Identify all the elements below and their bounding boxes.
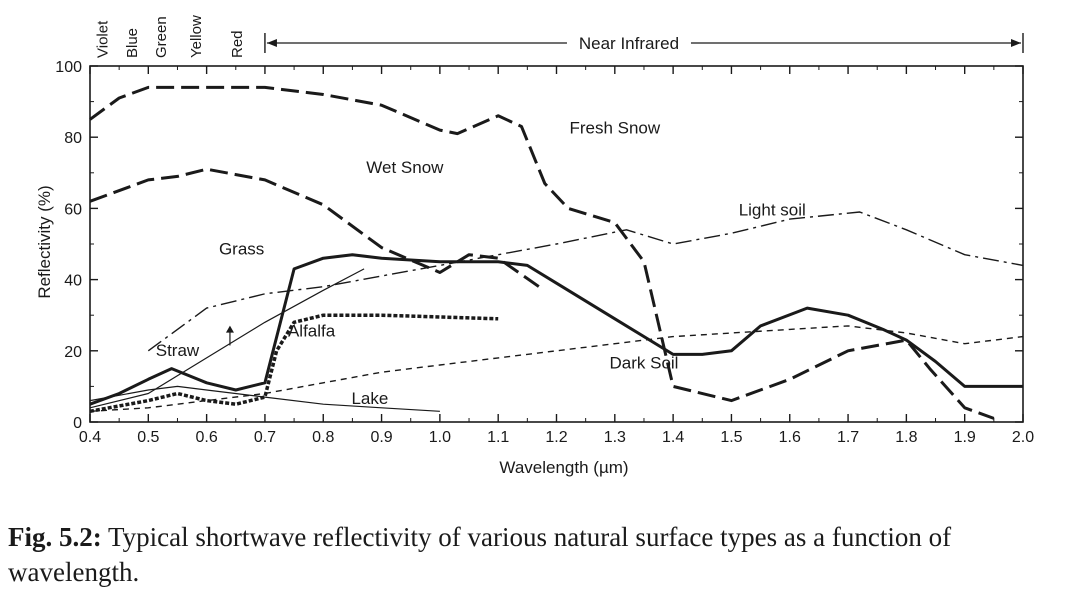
band-label-blue: Blue bbox=[124, 28, 141, 58]
x-tick-label: 1.3 bbox=[604, 429, 626, 446]
axis-ticks bbox=[89, 65, 1024, 423]
series-label-fresh-snow: Fresh Snow bbox=[569, 119, 660, 138]
series-line-dark-soil bbox=[89, 325, 1024, 412]
nir-arrowhead-right bbox=[1011, 39, 1021, 47]
series-label-lake: Lake bbox=[351, 389, 388, 408]
x-tick-labels: 0.4 0.5 0.6 0.7 0.8 0.9 1.0 1.1 1.2 1.3 1.4 1.5 1.6 1… bbox=[79, 429, 1034, 446]
nir-arrowhead-left bbox=[266, 39, 277, 47]
y-tick-labels: 0 20 40 60 80 100 bbox=[55, 59, 82, 432]
series-line-lake bbox=[89, 385, 440, 412]
straw-pointer-head bbox=[225, 325, 234, 333]
series-line-grass bbox=[89, 253, 1023, 406]
x-tick-label: 2.0 bbox=[1012, 429, 1034, 446]
band-label-red: Red bbox=[229, 30, 246, 58]
series-label-alfalfa: Alfalfa bbox=[288, 322, 336, 341]
caption-text: Typical shortwave reflectivity of variou… bbox=[8, 522, 952, 587]
x-tick-label: 1.9 bbox=[954, 429, 976, 446]
data-series bbox=[89, 85, 1024, 420]
y-tick-label: 60 bbox=[64, 201, 82, 218]
x-tick-label: 1.4 bbox=[662, 429, 684, 446]
series-label-grass: Grass bbox=[219, 240, 264, 259]
x-tick-label: 1.0 bbox=[429, 429, 451, 446]
series-label-dark-soil: Dark Soil bbox=[609, 354, 678, 373]
y-tick-label: 100 bbox=[55, 59, 82, 76]
series-line-alfalfa bbox=[89, 313, 499, 414]
y-tick-label: 80 bbox=[64, 130, 82, 147]
nir-label: Near Infrared bbox=[579, 34, 679, 53]
figure-label: Fig. 5.2: bbox=[8, 522, 102, 552]
color-band-labels: Violet Blue Green Yellow Red bbox=[95, 15, 246, 58]
series-line-straw bbox=[89, 268, 365, 409]
near-infrared-range: Near Infrared bbox=[264, 33, 1024, 53]
x-tick-label: 0.7 bbox=[254, 429, 276, 446]
x-tick-label: 1.6 bbox=[779, 429, 801, 446]
band-label-yellow: Yellow bbox=[188, 15, 205, 58]
band-label-violet: Violet bbox=[95, 20, 112, 58]
y-tick-label: 20 bbox=[64, 344, 82, 361]
band-label-green: Green bbox=[153, 16, 170, 58]
series-label-light-soil: Light soil bbox=[739, 201, 806, 220]
x-tick-label: 0.4 bbox=[79, 429, 101, 446]
x-tick-label: 1.5 bbox=[720, 429, 742, 446]
x-tick-label: 0.9 bbox=[370, 429, 392, 446]
series-label-wet-snow: Wet Snow bbox=[366, 158, 444, 177]
x-tick-label: 1.1 bbox=[487, 429, 509, 446]
y-tick-label: 0 bbox=[73, 415, 82, 432]
series-line-wet-snow bbox=[89, 167, 540, 288]
x-tick-label: 1.7 bbox=[837, 429, 859, 446]
y-axis-label: Reflectivity (%) bbox=[35, 185, 54, 298]
y-tick-label: 40 bbox=[64, 273, 82, 290]
x-axis-label: Wavelength (µm) bbox=[499, 458, 628, 477]
x-tick-label: 0.6 bbox=[196, 429, 218, 446]
reflectivity-chart: 0.4 0.5 0.6 0.7 0.8 0.9 1.0 1.1 1.2 1.3 1.4 1.5 1.6 1… bbox=[35, 15, 1034, 477]
x-tick-label: 1.8 bbox=[895, 429, 917, 446]
figure-caption: Fig. 5.2: Typical shortwave reflectivity… bbox=[8, 520, 1058, 590]
series-line-light-soil bbox=[147, 211, 1024, 352]
series-label-straw: Straw bbox=[156, 341, 200, 360]
x-tick-label: 0.8 bbox=[312, 429, 334, 446]
x-tick-label: 1.2 bbox=[545, 429, 567, 446]
series-line-fresh-snow bbox=[89, 85, 995, 420]
series-labels: Fresh Snow Wet Snow Light soil Grass Straw Al… bbox=[156, 119, 806, 409]
x-tick-label: 0.5 bbox=[137, 429, 159, 446]
